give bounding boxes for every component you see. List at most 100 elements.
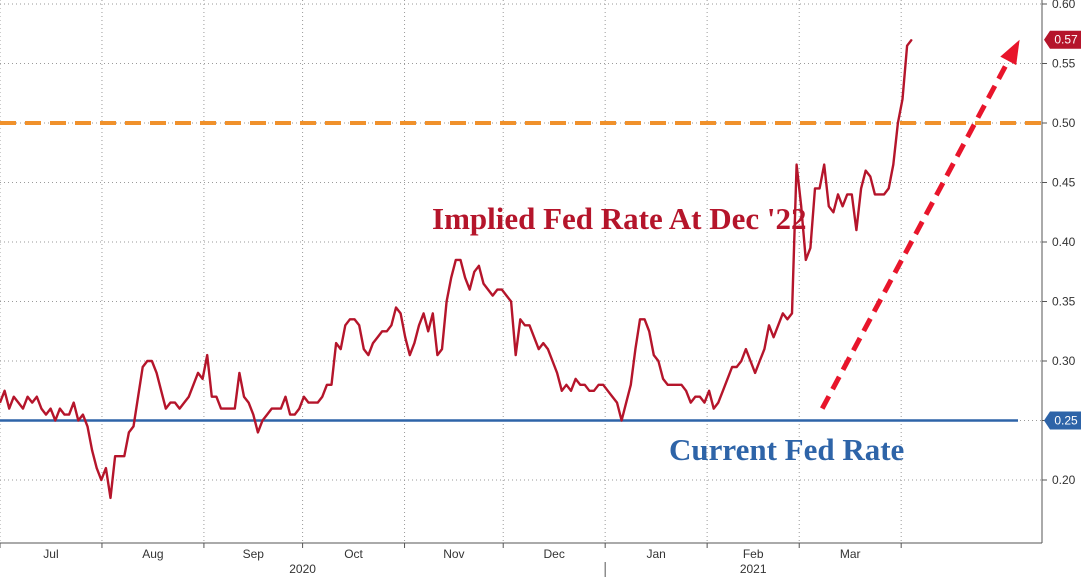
data-point — [404, 336, 406, 338]
data-point — [855, 229, 858, 231]
data-point — [492, 295, 494, 297]
data-point — [423, 312, 425, 314]
data-point — [165, 408, 167, 410]
value-flags: 0.57 0.25 — [1044, 30, 1081, 430]
data-point — [510, 300, 512, 303]
data-point — [156, 372, 158, 374]
data-point — [8, 408, 10, 410]
data-point — [4, 390, 6, 392]
data-point — [598, 384, 600, 386]
data-point — [524, 324, 526, 326]
data-point — [685, 390, 687, 392]
data-point — [579, 384, 581, 386]
data-point — [45, 414, 47, 416]
data-point — [796, 164, 798, 166]
data-point — [192, 384, 194, 386]
year-label: 2020 — [289, 562, 316, 576]
data-point — [340, 348, 342, 350]
data-point — [828, 205, 830, 207]
data-point — [478, 265, 480, 267]
annotation-current-rate: Current Fed Rate — [669, 432, 904, 467]
y-tick-label: 0.40 — [1052, 235, 1076, 249]
data-point — [377, 336, 379, 338]
data-point — [644, 318, 646, 320]
data-point — [819, 187, 821, 189]
data-point — [307, 402, 310, 404]
data-point — [36, 396, 38, 398]
data-point — [593, 390, 595, 392]
data-point — [455, 259, 457, 261]
y-tick-label: 0.45 — [1052, 176, 1076, 190]
reference-lines — [0, 121, 1042, 422]
data-point — [556, 372, 558, 374]
data-point — [897, 122, 899, 124]
data-point — [740, 360, 742, 362]
data-point — [745, 348, 747, 350]
x-tick-label: Aug — [142, 547, 163, 561]
data-point — [146, 360, 148, 362]
data-point — [846, 193, 848, 195]
x-tick-label: Dec — [544, 547, 565, 561]
data-point — [680, 384, 683, 386]
data-point — [565, 384, 568, 386]
data-point — [694, 396, 696, 398]
axes — [0, 0, 1043, 544]
data-point — [197, 372, 199, 374]
data-point — [349, 318, 351, 320]
data-point — [676, 384, 678, 386]
data-point — [814, 187, 816, 189]
data-point — [50, 408, 52, 410]
data-point — [542, 342, 544, 344]
data-point — [809, 247, 812, 249]
data-point — [77, 419, 79, 422]
data-point — [238, 372, 240, 374]
x-tick-label: Feb — [743, 547, 764, 561]
data-point — [257, 431, 259, 433]
data-point — [109, 497, 112, 499]
data-point — [667, 384, 669, 386]
data-point — [17, 402, 19, 404]
x-tick-label: Nov — [443, 547, 464, 561]
data-point — [768, 324, 770, 326]
y-tick-label: 0.20 — [1052, 473, 1076, 487]
data-point — [142, 366, 144, 368]
x-tick-label: Mar — [840, 547, 861, 561]
data-point — [621, 419, 623, 422]
data-point — [363, 348, 365, 350]
y-tick-label: 0.30 — [1052, 354, 1076, 368]
data-point — [266, 414, 268, 416]
data-point — [188, 396, 190, 398]
data-point — [487, 289, 489, 291]
data-point — [837, 193, 839, 195]
data-point — [671, 384, 673, 386]
data-point — [225, 408, 227, 410]
data-point — [330, 384, 333, 386]
data-point — [786, 318, 789, 320]
data-point — [878, 193, 881, 195]
data-point — [450, 277, 452, 279]
data-point — [294, 414, 296, 416]
data-point — [202, 378, 204, 380]
trend-arrow — [820, 39, 1020, 410]
data-point — [731, 366, 733, 368]
data-point — [469, 289, 471, 291]
data-point — [708, 390, 710, 392]
data-point — [842, 205, 844, 207]
data-point — [519, 318, 521, 320]
data-point — [906, 45, 908, 47]
data-point — [183, 402, 185, 404]
data-point — [82, 414, 84, 416]
data-point — [206, 354, 208, 356]
data-point — [639, 318, 641, 320]
data-point — [736, 366, 738, 368]
data-point — [703, 402, 706, 404]
data-point — [248, 402, 250, 404]
data-point — [321, 396, 323, 398]
value-flag — [1044, 30, 1081, 49]
data-point — [105, 467, 107, 469]
data-point — [625, 402, 627, 404]
data-point — [409, 354, 411, 356]
value-flag-label: 0.57 — [1054, 33, 1078, 47]
data-point — [547, 348, 549, 350]
trend-arrow-head — [1000, 39, 1020, 66]
